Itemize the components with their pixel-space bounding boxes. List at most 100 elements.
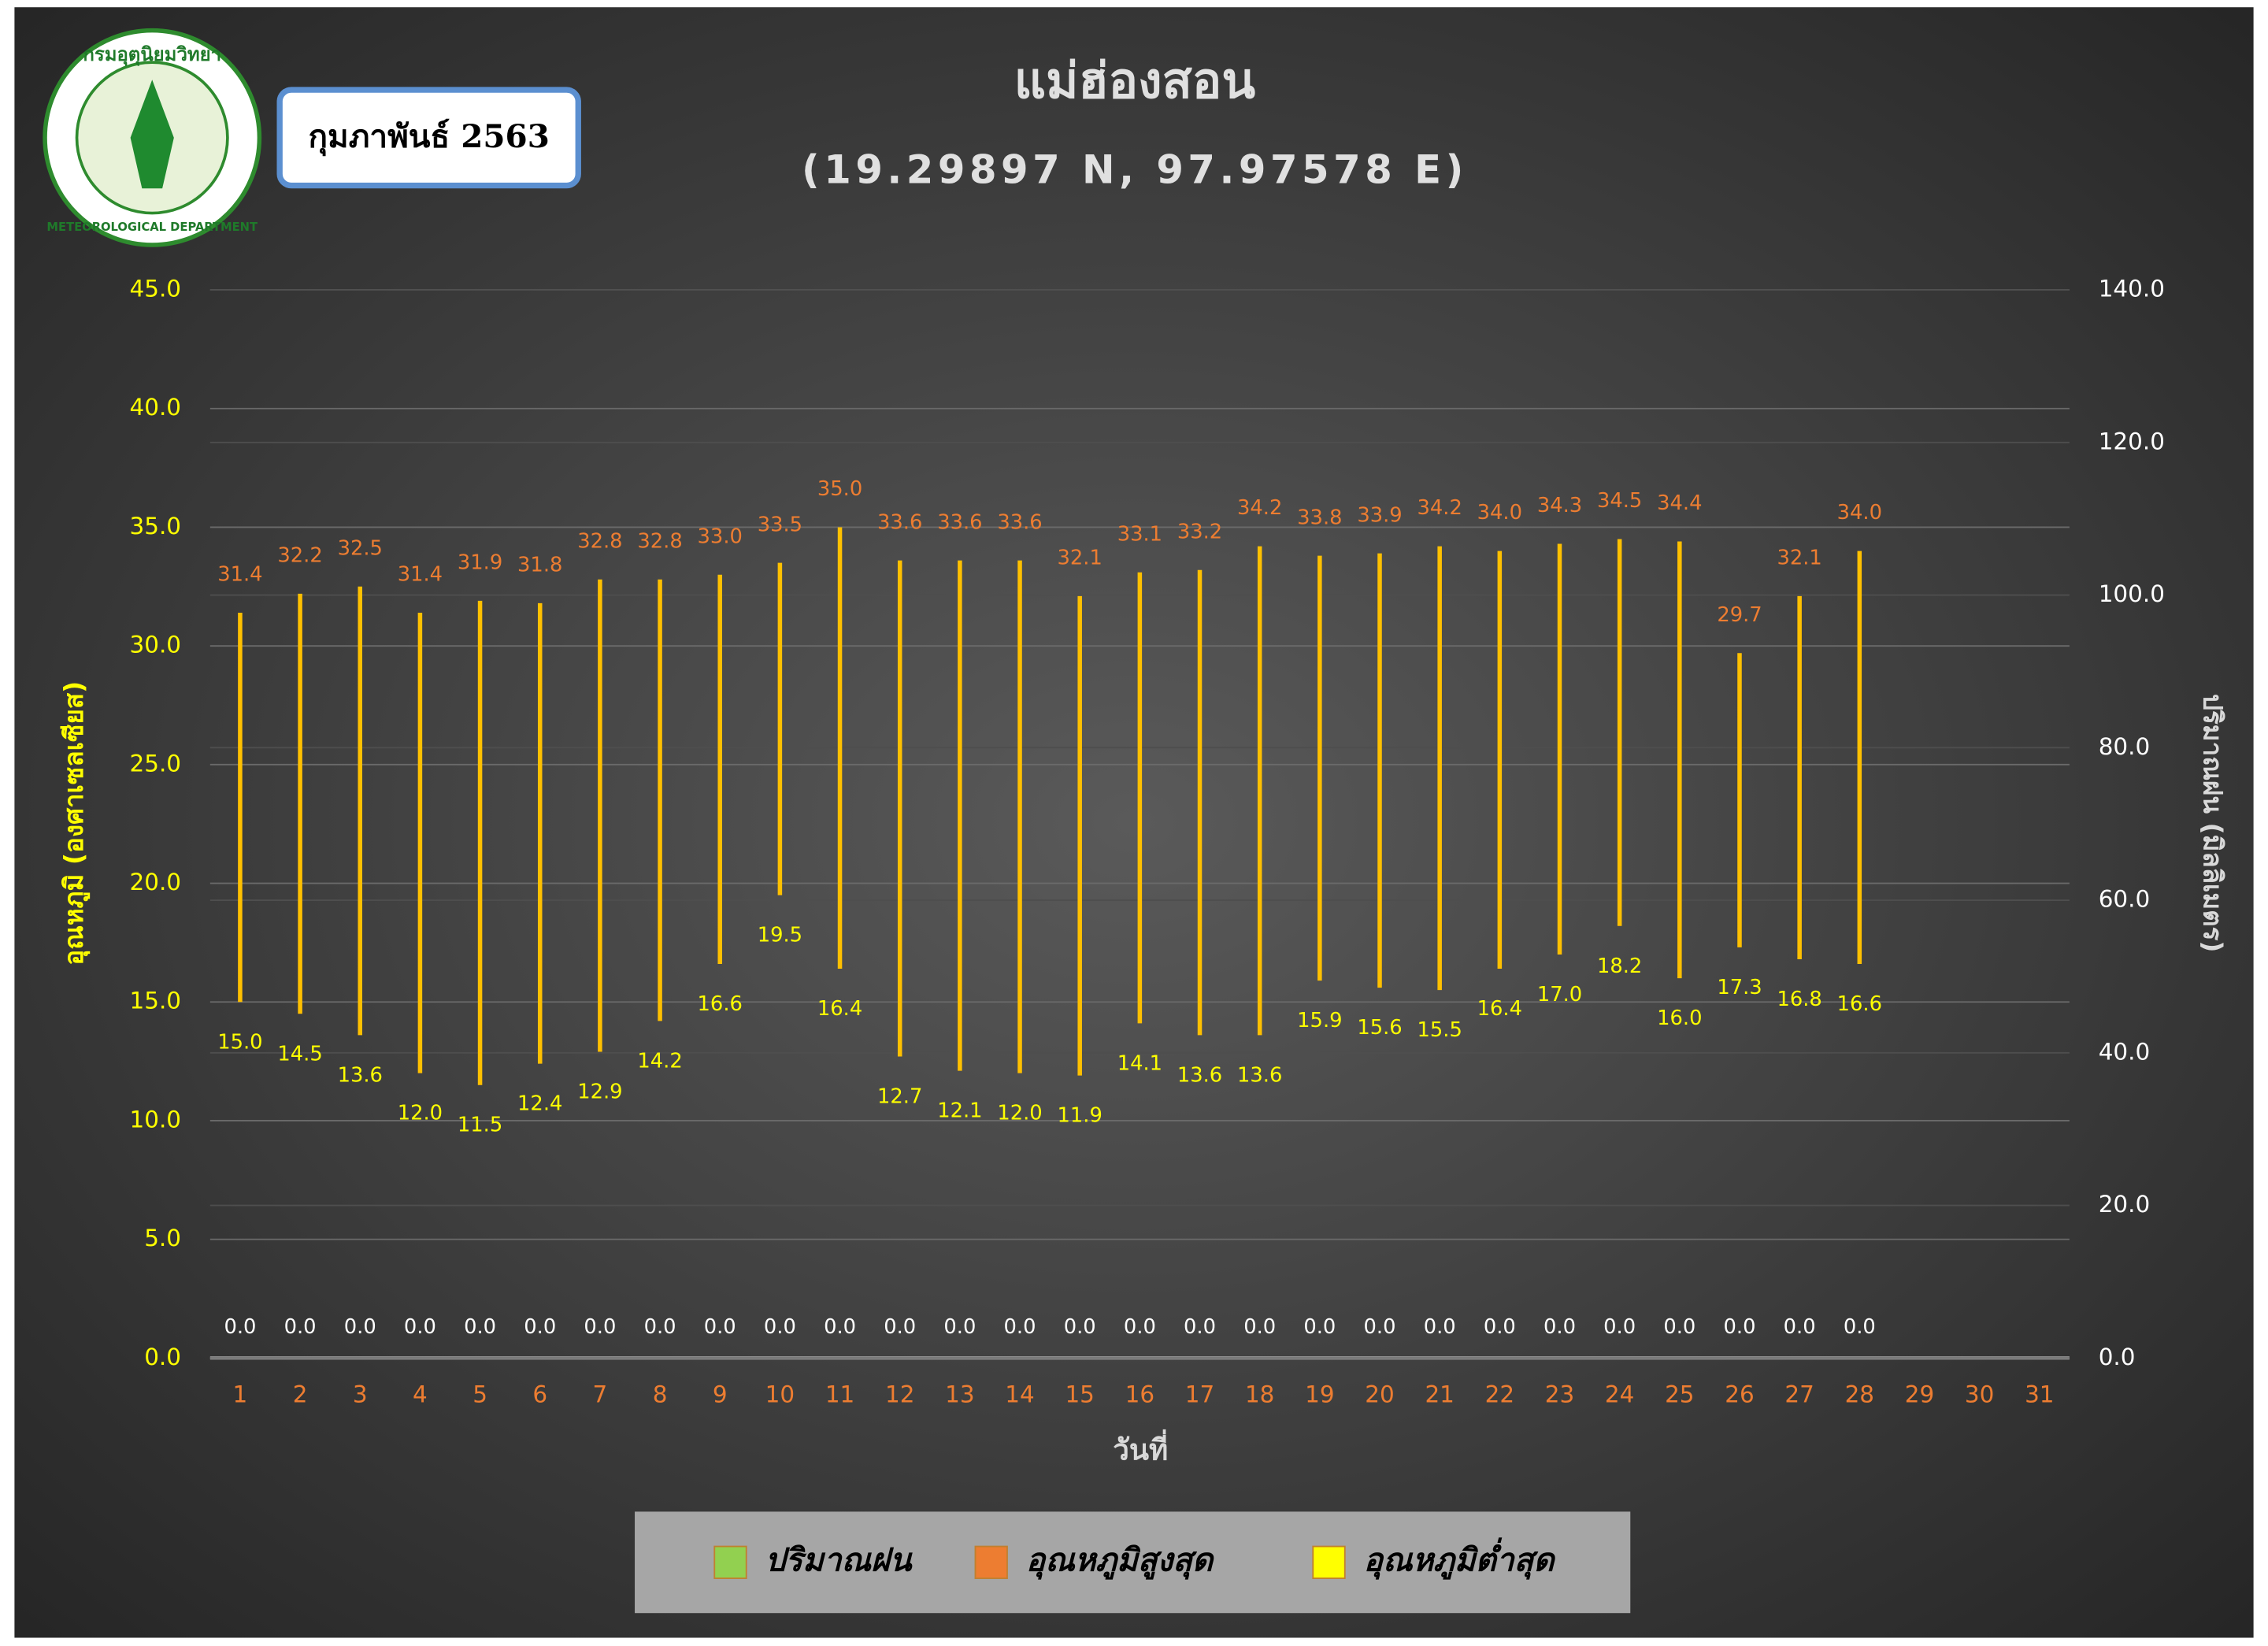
rain-label: 0.0 xyxy=(704,1315,736,1339)
legend-label: อุณหภูมิต่ำสุด xyxy=(1364,1537,1557,1580)
low-label: 16.8 xyxy=(1777,988,1821,1011)
rain-label: 0.0 xyxy=(1663,1315,1695,1339)
high-label: 33.6 xyxy=(877,510,922,534)
y-tick-label: 30.0 xyxy=(129,632,181,658)
y-tick-label: 10.0 xyxy=(129,1106,181,1133)
x-tick-label: 14 xyxy=(1005,1381,1034,1408)
date-box xyxy=(276,87,581,189)
high-label: 33.2 xyxy=(1177,520,1222,543)
rain-label: 0.0 xyxy=(644,1315,676,1339)
high-label: 33.0 xyxy=(698,525,743,548)
x-tick-label: 2 xyxy=(293,1381,308,1408)
logo: กรมอุตุนิยมวิทยา METEOROLOGICAL DEPARTME… xyxy=(43,28,262,247)
low-label: 17.3 xyxy=(1717,976,1762,999)
high-label: 32.1 xyxy=(1777,547,1821,570)
low-label: 15.9 xyxy=(1297,1009,1342,1032)
low-label: 12.4 xyxy=(517,1092,562,1116)
low-label: 18.2 xyxy=(1597,955,1642,978)
high-label: 32.5 xyxy=(338,536,383,560)
low-label: 13.6 xyxy=(1237,1063,1282,1087)
rain-label: 0.0 xyxy=(1004,1315,1036,1339)
chart-title: แม่ฮ่องสอน xyxy=(1014,52,1256,109)
rain-label: 0.0 xyxy=(1184,1315,1216,1339)
high-label: 31.4 xyxy=(217,563,262,587)
rain-label: 0.0 xyxy=(884,1315,916,1339)
x-tick-label: 25 xyxy=(1665,1381,1694,1408)
rain-label: 0.0 xyxy=(1064,1315,1096,1339)
x-tick-label: 21 xyxy=(1425,1381,1454,1408)
high-label: 34.3 xyxy=(1537,494,1582,517)
y2-tick-label: 60.0 xyxy=(2099,886,2151,913)
high-label: 34.2 xyxy=(1237,496,1282,520)
x-tick-label: 15 xyxy=(1065,1381,1094,1408)
x-tick-label: 1 xyxy=(233,1381,248,1408)
y-tick-label: 35.0 xyxy=(129,513,181,539)
low-label: 17.0 xyxy=(1537,983,1582,1007)
x-tick-label: 27 xyxy=(1784,1381,1814,1408)
x-axis-label: วันที่ xyxy=(1113,1429,1168,1466)
background xyxy=(14,7,2254,1638)
x-tick-label: 18 xyxy=(1245,1381,1274,1408)
rain-label: 0.0 xyxy=(1124,1315,1156,1339)
low-label: 12.7 xyxy=(877,1085,922,1109)
rain-label: 0.0 xyxy=(1844,1315,1876,1339)
low-label: 15.0 xyxy=(217,1030,262,1054)
rain-label: 0.0 xyxy=(1724,1315,1756,1339)
high-label: 33.5 xyxy=(758,513,802,536)
x-tick-label: 19 xyxy=(1305,1381,1334,1408)
x-tick-label: 6 xyxy=(532,1381,547,1408)
low-label: 13.6 xyxy=(338,1063,383,1087)
x-tick-label: 8 xyxy=(653,1381,668,1408)
x-tick-label: 4 xyxy=(413,1381,428,1408)
high-label: 32.2 xyxy=(277,543,322,567)
high-label: 33.1 xyxy=(1117,522,1162,546)
low-label: 15.6 xyxy=(1357,1016,1402,1040)
low-label: 16.6 xyxy=(698,992,743,1016)
low-label: 16.6 xyxy=(1837,992,1882,1016)
high-label: 32.8 xyxy=(637,529,682,553)
low-label: 16.4 xyxy=(817,997,862,1021)
chart-subtitle: (19.29897 N, 97.97578 E) xyxy=(802,147,1468,193)
x-tick-label: 9 xyxy=(713,1381,728,1408)
low-label: 14.2 xyxy=(637,1049,682,1073)
rain-label: 0.0 xyxy=(224,1315,256,1339)
high-label: 35.0 xyxy=(817,477,862,501)
low-label: 14.5 xyxy=(277,1042,322,1066)
logo-figure xyxy=(130,80,174,189)
legend-swatch xyxy=(1312,1545,1346,1579)
high-label: 33.6 xyxy=(937,510,982,534)
rain-label: 0.0 xyxy=(584,1315,616,1339)
low-label: 12.9 xyxy=(577,1081,622,1104)
high-label: 29.7 xyxy=(1717,603,1762,627)
high-label: 32.8 xyxy=(577,529,622,553)
x-tick-label: 11 xyxy=(825,1381,854,1408)
rain-label: 0.0 xyxy=(524,1315,556,1339)
high-label: 33.6 xyxy=(997,510,1042,534)
low-label: 16.0 xyxy=(1657,1007,1702,1030)
y-tick-label: 45.0 xyxy=(129,276,181,302)
y2-tick-label: 140.0 xyxy=(2099,276,2165,302)
rain-label: 0.0 xyxy=(764,1315,796,1339)
x-tick-label: 26 xyxy=(1725,1381,1754,1408)
low-label: 15.5 xyxy=(1418,1018,1462,1042)
y-tick-label: 40.0 xyxy=(129,394,181,421)
x-tick-label: 31 xyxy=(2025,1381,2054,1408)
y-tick-label: 25.0 xyxy=(129,750,181,777)
x-tick-label: 29 xyxy=(1905,1381,1934,1408)
rain-label: 0.0 xyxy=(1303,1315,1336,1339)
logo-text: METEOROLOGICAL DEPARTMENT xyxy=(46,221,258,234)
high-label: 34.4 xyxy=(1657,491,1702,515)
y-axis-label: อุณหภูมิ (องศาเซลเซียส) xyxy=(58,681,91,966)
high-label: 34.5 xyxy=(1597,489,1642,513)
rain-label: 0.0 xyxy=(404,1315,436,1339)
x-tick-label: 3 xyxy=(353,1381,368,1408)
rain-label: 0.0 xyxy=(284,1315,317,1339)
y2-tick-label: 100.0 xyxy=(2099,580,2165,607)
high-label: 33.9 xyxy=(1357,503,1402,527)
y2-tick-label: 80.0 xyxy=(2099,733,2151,760)
high-label: 34.0 xyxy=(1837,501,1882,525)
low-label: 16.4 xyxy=(1477,997,1522,1021)
y-tick-label: 15.0 xyxy=(129,988,181,1014)
rain-label: 0.0 xyxy=(1364,1315,1396,1339)
